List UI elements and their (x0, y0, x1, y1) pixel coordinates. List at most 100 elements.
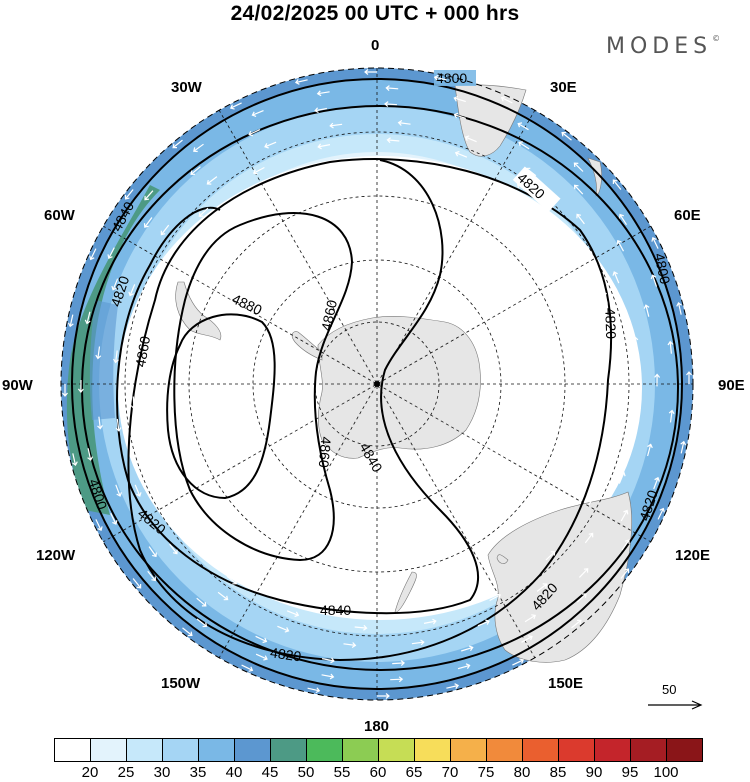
contour-label: 4800 (651, 252, 673, 286)
colorbar-cell (666, 738, 703, 762)
wind-vector-arrow (316, 90, 330, 97)
wind-vector-arrow (134, 327, 141, 340)
new-zealand (394, 571, 417, 613)
wind-vector-arrow (384, 101, 398, 108)
wind-vector-arrow (196, 618, 208, 628)
contour-4860 (173, 212, 354, 562)
wind-vector-arrow (107, 247, 115, 260)
colorbar-cell (198, 738, 235, 762)
wind-vector-arrow (464, 135, 477, 143)
wind-vector-arrow (397, 119, 411, 126)
wind-vector-arrow (386, 137, 400, 144)
wind-vector-arrow (454, 150, 468, 158)
wind-vector-arrow (286, 610, 300, 618)
wind-vector-arrow (686, 371, 692, 384)
wind-vector-arrow (453, 112, 466, 120)
wind-vector-arrow (255, 653, 268, 661)
wind-vector-arrow (521, 635, 533, 643)
wind-vector-arrow (545, 551, 556, 561)
wind-vector-arrow (130, 396, 137, 410)
brand-logo: MODES© (606, 34, 720, 59)
wind-vector-arrow (536, 583, 548, 592)
colorbar-cell (234, 738, 271, 762)
wind-vector-arrow (251, 110, 264, 117)
colorbar-cell (486, 738, 523, 762)
colorbar-tick-label: 90 (585, 764, 603, 781)
colorbar-cell (90, 738, 127, 762)
colorbar-cell (342, 738, 379, 762)
wind-vector-arrow (132, 578, 142, 589)
wind-vector-arrow (461, 645, 474, 652)
wind-vector-arrow (667, 340, 674, 354)
wind-vector-arrow (578, 568, 589, 578)
colorbar-cell (126, 738, 163, 762)
wind-vector-arrow (134, 484, 142, 497)
colorbar-tick-label: 65 (405, 764, 423, 781)
brand-name: MODES (606, 34, 713, 59)
wind-vector-arrow (182, 627, 193, 637)
wind-vector-arrow (321, 657, 335, 664)
wind-vector-arrow (668, 409, 675, 423)
wind-vector-arrow (95, 519, 103, 532)
wind-vector-arrow (277, 625, 290, 633)
colorbar-tick-label: 80 (513, 764, 531, 781)
contour-label: 4800 (436, 70, 467, 86)
wind-vector-arrow (612, 179, 622, 190)
wind-vector-arrow (143, 217, 153, 228)
lon-label-120w: 120W (36, 547, 76, 564)
wind-vector-arrow (377, 693, 390, 699)
wind-vector-arrow (618, 471, 626, 484)
colorbar-tick-label: 100 (653, 764, 679, 781)
wind-vector-arrow (411, 639, 425, 646)
wind-vector-arrow (647, 443, 653, 457)
wind-vector-arrow (561, 131, 572, 141)
wind-vector-arrow (584, 532, 594, 544)
lon-label-150e: 150E (548, 675, 583, 692)
wind-vector-arrow (264, 141, 277, 149)
height-contours (71, 78, 683, 690)
colorbar-tick-label: 20 (81, 764, 99, 781)
wind-vector-arrow (112, 350, 119, 364)
wind-vector-arrow (67, 314, 74, 328)
contour-4800 (71, 78, 683, 690)
wind-vector-arrow (621, 539, 630, 551)
wind-vector-arrow (241, 664, 254, 672)
contour-4820-inner (127, 158, 613, 662)
wind-vector-arrow (657, 507, 665, 520)
wind-vector-arrow (148, 546, 157, 558)
wind-vector-arrow (110, 512, 118, 525)
wind-vector-arrow (571, 619, 582, 629)
longitude-labels: 0 180 90W 90E 30W 60W 30E 60E 120W 150W … (2, 37, 745, 735)
wind-vector-arrow (524, 614, 537, 623)
wind-vector-arrow (190, 166, 201, 175)
wind-vector-arrow (612, 271, 620, 284)
wind-vectors (62, 69, 692, 699)
wind-vector-arrow (573, 162, 584, 172)
lon-label-180: 180 (364, 718, 389, 735)
lon-label-30w: 30W (171, 79, 203, 96)
wind-vector-arrow (115, 418, 122, 432)
lon-label-90e: 90E (718, 377, 745, 394)
tasmania (496, 554, 509, 564)
colorbar-tick-label: 50 (297, 764, 315, 781)
wind-vector-arrow (255, 635, 268, 644)
colorbar-cell (162, 738, 199, 762)
wind-vector-arrow (446, 683, 460, 689)
wind-vector-arrow (512, 658, 525, 666)
wind-vector-arrow (77, 379, 84, 393)
colorbar-tick-label: 95 (621, 764, 639, 781)
lon-label-60w: 60W (44, 207, 76, 224)
colorbar-cell (630, 738, 667, 762)
wind-vector-arrow (500, 96, 513, 104)
colorbar-cell (594, 738, 631, 762)
wind-vector-arrow (62, 384, 68, 397)
wind-vector-arrow (198, 207, 209, 217)
wind-vector-arrow (178, 525, 187, 537)
wind-vector-arrow (457, 663, 471, 670)
wind-vector-arrow (588, 493, 596, 506)
australia (487, 491, 632, 663)
wind-vector-arrow (676, 301, 682, 315)
wind-vector-arrow (172, 139, 183, 149)
reference-arrow-head (691, 700, 703, 710)
wind-vector-arrow (317, 143, 331, 150)
